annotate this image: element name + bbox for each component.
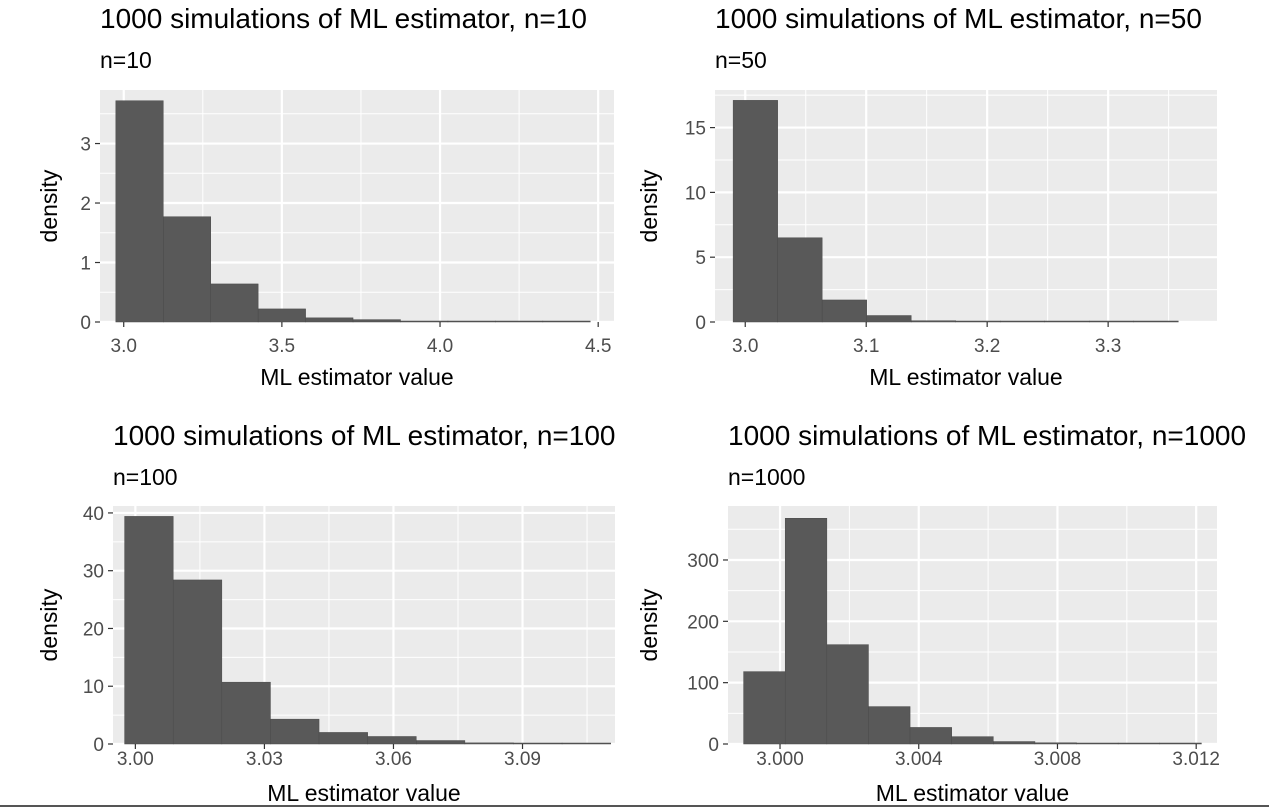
histogram-bar [955,320,1001,323]
y-tick-label: 15 [685,119,706,140]
histogram-bar [163,216,211,323]
x-tick-label: 3.012 [1172,749,1220,770]
chart-title: 1000 simulations of ML estimator, n=10 [100,3,587,34]
x-tick-label: 4.5 [585,336,611,357]
chart-title: 1000 simulations of ML estimator, n=50 [715,3,1202,34]
histogram-bar [1159,742,1202,745]
chart-subtitle: n=50 [715,47,767,73]
x-tick-label: 3.0 [732,336,758,357]
histogram-bar [826,644,869,745]
histogram-bar [367,736,417,745]
histogram-bar [732,100,778,323]
histogram-panel-n10: 1000 simulations of ML estimator, n=10 n=… [0,0,635,404]
x-tick-label: 3.03 [246,749,283,770]
histogram-bar [172,579,223,745]
x-tick-label: 3.5 [269,336,295,357]
x-axis-label: ML estimator value [267,780,460,806]
histogram-bar [447,320,496,323]
histogram-bar [909,727,952,745]
y-tick-label: 2 [80,194,91,215]
y-tick-label: 30 [83,562,104,583]
histogram-bar [257,308,306,323]
histogram-bar [993,741,1036,745]
x-tick-label: 3.0 [111,336,137,357]
chart-subtitle: n=1000 [728,464,805,490]
chart-title: 1000 simulations of ML estimator, n=1000 [728,420,1246,451]
histogram-n100-chart: 1000 simulations of ML estimator, n=100 n… [36,420,615,806]
y-tick-label: 10 [83,677,104,698]
x-tick-label: 3.008 [1034,749,1082,770]
y-tick-label: 0 [80,313,91,334]
x-tick-label: 3.000 [756,749,804,770]
histogram-bar [1076,742,1119,745]
histogram-bar [318,732,368,745]
histogram-bar [542,320,591,323]
histogram-n10-chart: 1000 simulations of ML estimator, n=10 n=… [36,3,614,390]
histogram-panel-n50: 1000 simulations of ML estimator, n=50 n=… [635,0,1269,404]
histogram-bar [999,320,1045,323]
histogram-bar [416,740,466,745]
histogram-bar [866,315,912,323]
x-tick-label: 3.3 [1095,336,1121,357]
x-axis-label: ML estimator value [876,780,1069,806]
x-tick-label: 3.004 [895,749,943,770]
x-tick-label: 3.1 [853,336,879,357]
y-axis-label: density [36,588,62,661]
y-tick-label: 300 [687,551,719,572]
histogram-bar [743,671,786,745]
histogram-bar [513,742,563,745]
histogram-bar [221,681,271,745]
histogram-bar [1044,320,1090,323]
histogram-n1000-chart: 1000 simulations of ML estimator, n=1000… [636,420,1246,806]
histogram-bar [270,718,320,745]
chart-subtitle: n=10 [100,47,152,73]
chart-title: 1000 simulations of ML estimator, n=100 [113,420,615,451]
histogram-bar [305,317,354,323]
x-tick-label: 3.2 [974,336,1000,357]
histogram-bar [821,299,867,323]
histogram-bar [115,100,164,323]
histogram-bar [1133,320,1179,323]
histogram-bar [868,706,911,745]
y-tick-label: 0 [695,313,706,334]
y-tick-label: 40 [83,504,104,525]
histogram-bar [124,516,174,745]
histogram-bar [910,320,956,323]
chart-subtitle: n=100 [113,464,178,490]
histogram-panel-n100: 1000 simulations of ML estimator, n=100 n… [0,404,635,807]
histogram-bar [777,237,823,323]
x-tick-label: 3.09 [504,749,541,770]
histogram-bar [1117,742,1161,745]
histogram-n50-chart: 1000 simulations of ML estimator, n=50 n=… [636,3,1217,390]
histogram-bar [464,742,514,745]
histogram-bar [495,320,544,323]
histogram-bar [352,319,401,323]
y-axis-label: density [636,169,662,242]
y-tick-label: 100 [687,674,719,695]
histogram-bar [210,283,259,323]
y-axis-label: density [36,169,62,242]
y-tick-label: 5 [695,248,706,269]
histogram-bar [561,742,611,745]
y-axis-label: density [636,588,662,661]
bottom-divider [0,805,1269,807]
y-tick-label: 200 [687,612,719,633]
y-tick-label: 0 [708,735,719,756]
y-tick-label: 20 [83,619,104,640]
histogram-bar [1034,742,1077,745]
x-tick-label: 4.0 [427,336,453,357]
y-tick-label: 0 [93,735,104,756]
histogram-panel-n1000: 1000 simulations of ML estimator, n=1000… [635,404,1269,807]
x-axis-label: ML estimator value [869,364,1062,390]
y-tick-label: 1 [80,254,91,275]
histogram-bar [951,736,994,745]
x-axis-label: ML estimator value [260,364,453,390]
histogram-bar [784,518,828,745]
histogram-bar [1089,320,1135,323]
y-tick-label: 10 [685,183,706,204]
histogram-bar [400,320,449,323]
y-tick-label: 3 [80,135,91,156]
x-tick-label: 3.00 [117,749,154,770]
x-tick-label: 3.06 [375,749,412,770]
